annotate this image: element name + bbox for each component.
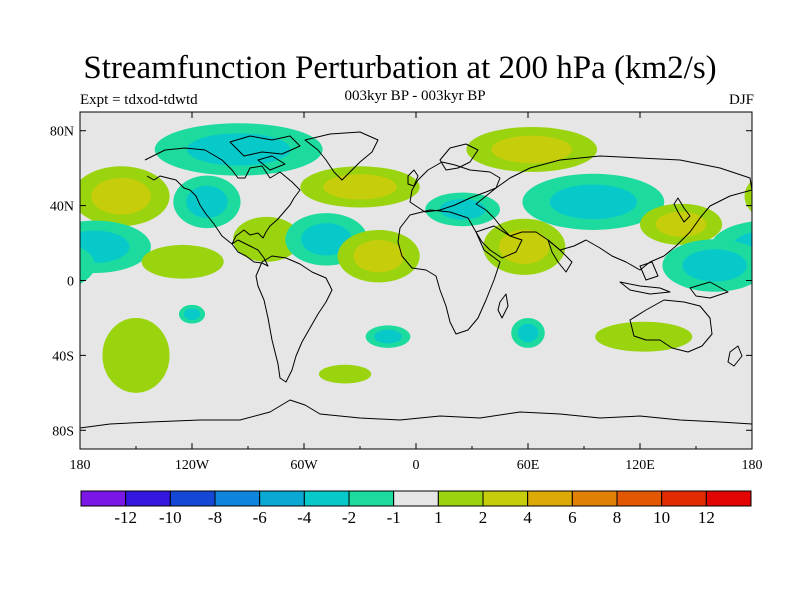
colorbar-label: 2 bbox=[479, 508, 488, 527]
colorbar-swatch bbox=[661, 490, 707, 507]
colorbar-label: -10 bbox=[159, 508, 182, 527]
colorbar-label: -6 bbox=[253, 508, 267, 527]
colorbar-label: 12 bbox=[698, 508, 715, 527]
colorbar-swatch bbox=[125, 490, 171, 507]
season-label: DJF bbox=[728, 92, 754, 108]
colorbar-swatch bbox=[348, 490, 395, 507]
coastlines bbox=[80, 131, 752, 429]
anomaly-north-pacific-high-core bbox=[91, 177, 151, 215]
anomaly-arabia-high-core bbox=[498, 229, 550, 265]
colorbar-label: 8 bbox=[613, 508, 622, 527]
coastline-asia bbox=[475, 155, 752, 271]
colorbar-label: 1 bbox=[434, 508, 443, 527]
coastline-australia bbox=[629, 299, 713, 353]
plot-title: Streamfunction Perturbation at 200 hPa (… bbox=[83, 50, 717, 86]
coastline-arctic-islands bbox=[229, 135, 301, 171]
lon-label: 180 bbox=[70, 458, 91, 473]
colorbar-swatch bbox=[214, 490, 261, 507]
anomaly-western-us-low-core bbox=[186, 185, 228, 218]
coastline-madagascar bbox=[497, 293, 509, 319]
colorbar-label: -2 bbox=[342, 508, 356, 527]
colorbar-label: -12 bbox=[114, 508, 137, 527]
anomaly-subtropical-pacific-low-core bbox=[80, 230, 130, 263]
anomaly-tropical-atlantic-high-core bbox=[353, 240, 404, 273]
colorbar-swatch bbox=[259, 490, 305, 507]
colorbar-swatch bbox=[393, 490, 439, 507]
lat-label: 40N bbox=[50, 200, 74, 215]
colorbar: -12 -10 -8 -6 -4 -2 -1 1 2 4 6 8 10 12 bbox=[80, 490, 752, 527]
anomaly-north-pacific-high-wrap bbox=[763, 178, 800, 215]
lon-label: 120E bbox=[625, 458, 655, 473]
anomaly-australia-high bbox=[595, 321, 693, 352]
anomaly-south-pacific-high bbox=[102, 317, 170, 393]
coastline-indonesia bbox=[619, 261, 729, 299]
anomaly-central-atlantic-low-core bbox=[301, 223, 352, 256]
colorbar-swatch bbox=[169, 490, 216, 507]
lon-label: 60E bbox=[517, 458, 540, 473]
lat-label: 40S bbox=[52, 349, 74, 364]
colorbar-label: 4 bbox=[523, 508, 532, 527]
coastline-south-america bbox=[255, 255, 333, 383]
anomaly-south-pacific-low-core bbox=[183, 308, 201, 320]
coastline-scandinavia bbox=[439, 143, 479, 171]
anomaly-north-pacific-high-wrap bbox=[744, 180, 752, 213]
coastline-arabia bbox=[475, 225, 523, 259]
colorbar-swatch bbox=[303, 490, 350, 507]
colorbar-swatch bbox=[571, 490, 618, 507]
lat-label: 80N bbox=[50, 125, 74, 140]
anomaly-north-atlantic-high-core bbox=[323, 174, 397, 200]
anomaly-siberia-high-core bbox=[491, 135, 572, 164]
anomaly-japan-high-core bbox=[655, 211, 707, 238]
lat-label: 80S bbox=[52, 424, 74, 439]
coastline-europe bbox=[409, 161, 501, 213]
anomaly-south-atlantic-low-core bbox=[374, 329, 402, 344]
lon-label: 0 bbox=[413, 458, 420, 473]
colorbar-label: -8 bbox=[208, 508, 222, 527]
anomaly-eastern-pacific-high bbox=[141, 244, 224, 279]
colorbar-label: 6 bbox=[568, 508, 577, 527]
lat-label: 0 bbox=[67, 275, 74, 290]
coastline-india bbox=[547, 239, 573, 273]
lon-label: 120W bbox=[175, 458, 210, 473]
anomaly-west-pacific-low-wrap bbox=[11, 249, 75, 281]
coastline-north-america bbox=[144, 147, 301, 267]
coastline-japan bbox=[673, 197, 691, 223]
colorbar-swatch bbox=[482, 490, 529, 507]
lon-label: 180 bbox=[742, 458, 763, 473]
colorbar-label: -1 bbox=[387, 508, 401, 527]
coastline-new-zealand bbox=[727, 345, 743, 367]
period-label: 003kyr BP - 003kyr BP bbox=[344, 88, 486, 104]
colorbar-swatch bbox=[80, 490, 127, 507]
colorbar-swatch bbox=[527, 490, 573, 507]
anomaly-mediterranean-low-core bbox=[439, 198, 486, 220]
colorbar-swatch bbox=[616, 490, 663, 507]
anomaly-canada-arctic-low-core bbox=[186, 133, 291, 166]
coastline-antarctica bbox=[80, 399, 752, 429]
anomaly-central-asia-low-core bbox=[549, 184, 637, 220]
map-axes: 80N 40N 0 40S 80S 180 120W 60W 0 60E 120E 180 bbox=[50, 112, 763, 473]
coastline-greenland bbox=[304, 131, 379, 181]
anomaly-west-pacific-low-wrap bbox=[80, 247, 95, 284]
colorbar-label: -4 bbox=[297, 508, 312, 527]
anomaly-west-pacific-low-core bbox=[682, 249, 747, 282]
experiment-label: Expt = tdxod-tdwtd bbox=[80, 92, 198, 108]
coastline-british-isles bbox=[407, 169, 419, 187]
anomaly-mexico-caribbean-high bbox=[233, 216, 301, 262]
colorbar-swatch bbox=[705, 490, 752, 507]
anomaly-fields bbox=[11, 123, 800, 393]
anomaly-indian-ocean-low-core bbox=[517, 323, 539, 343]
colorbar-label: 10 bbox=[653, 508, 670, 527]
colorbar-swatch bbox=[437, 490, 484, 507]
lon-label: 60W bbox=[290, 458, 318, 473]
coastline-africa bbox=[397, 209, 501, 335]
anomaly-south-atlantic-high bbox=[318, 364, 372, 384]
